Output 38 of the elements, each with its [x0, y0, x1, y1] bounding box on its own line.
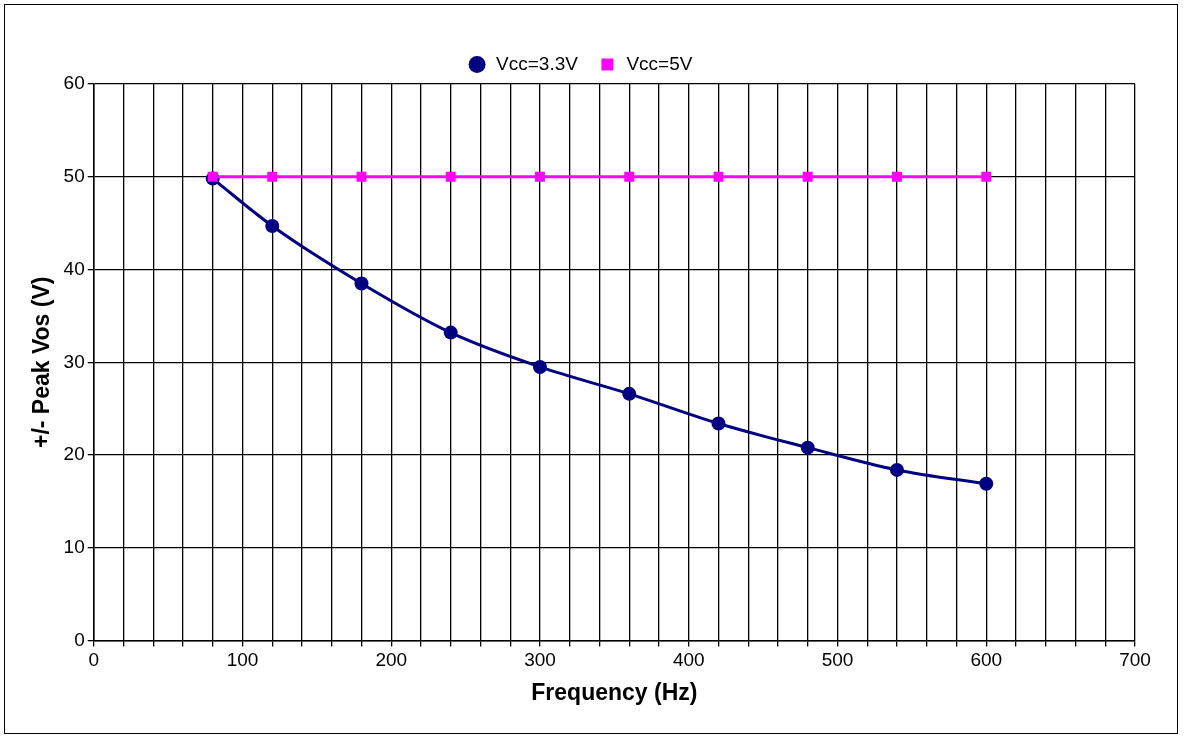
legend-label: Vcc=3.3V [496, 52, 579, 74]
point [981, 171, 992, 182]
point [265, 218, 280, 233]
x-tick-label: 200 [375, 649, 408, 671]
y-tick-label: 50 [63, 165, 85, 186]
x-axis-title: Frequency (Hz) [531, 678, 698, 705]
point [267, 171, 278, 182]
point [445, 171, 456, 182]
point [713, 171, 724, 182]
point [622, 386, 637, 401]
point [800, 440, 815, 455]
point [979, 476, 994, 491]
point [711, 416, 726, 431]
legend-label: Vcc=5V [626, 52, 693, 74]
point [535, 171, 545, 182]
point [624, 171, 635, 182]
point [890, 462, 904, 477]
x-tick-label: 100 [226, 649, 259, 671]
point [207, 171, 218, 182]
y-tick-label: 10 [63, 536, 85, 558]
y-tick-label: 60 [63, 72, 85, 94]
point [354, 276, 369, 291]
point [356, 171, 367, 182]
x-tick-label: 0 [88, 649, 100, 671]
x-tick-label: 600 [970, 649, 1003, 671]
y-tick-label: 20 [63, 443, 85, 465]
point [443, 325, 458, 340]
y-tick-label: 40 [63, 257, 85, 279]
x-tick-label: 300 [524, 649, 556, 671]
y-axis-title: +/- Peak Vos (V) [28, 276, 55, 449]
y-tick-label: 30 [63, 350, 85, 372]
point [532, 359, 547, 374]
point [892, 171, 902, 182]
x-tick-label: 400 [672, 649, 705, 671]
x-tick-label: 700 [1119, 649, 1151, 671]
y-tick-label: 0 [74, 628, 85, 650]
x-tick-label: 500 [821, 649, 854, 671]
point [802, 171, 813, 182]
